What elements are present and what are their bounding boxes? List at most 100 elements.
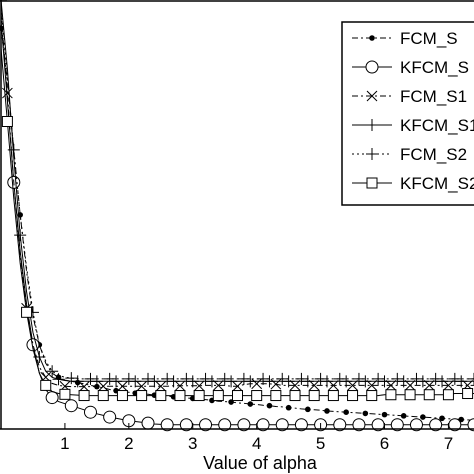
data-point — [416, 375, 429, 388]
data-point — [320, 375, 333, 388]
data-point — [136, 380, 147, 392]
data-point — [46, 365, 59, 378]
data-point — [26, 338, 40, 352]
data-point — [59, 388, 71, 400]
legend-marker — [366, 119, 378, 131]
data-point — [174, 380, 186, 392]
x-tick-label: 2 — [124, 434, 133, 453]
data-point — [372, 372, 385, 385]
data-point — [366, 380, 378, 391]
data-point — [410, 372, 423, 385]
data-point — [83, 405, 97, 419]
data-point — [295, 372, 308, 385]
data-point — [129, 375, 142, 388]
data-point — [455, 375, 468, 388]
data-point — [328, 380, 339, 391]
data-point — [343, 409, 349, 415]
data-point — [352, 372, 365, 385]
data-point — [78, 381, 90, 392]
x-axis-label: Value of alpha — [203, 453, 318, 473]
data-point — [90, 375, 103, 388]
data-point — [270, 390, 282, 402]
data-point — [289, 380, 301, 391]
data-point — [347, 380, 358, 391]
data-point — [110, 375, 123, 388]
data-point — [257, 372, 270, 385]
data-point — [97, 380, 109, 392]
data-point — [400, 413, 407, 419]
data-point — [362, 410, 369, 417]
legend-label: FCM_S1 — [400, 87, 467, 106]
plot-axes — [0, 0, 474, 430]
legend-label: FCM_S2 — [400, 145, 467, 164]
data-point — [423, 389, 435, 401]
legend-entry: KFCM_S1 — [352, 116, 474, 135]
x-tick-label: 3 — [188, 434, 197, 453]
data-point — [155, 380, 167, 392]
data-point — [218, 418, 232, 432]
data-point — [308, 390, 320, 402]
legend-entry: FCM_S1 — [352, 87, 467, 106]
data-point — [2, 87, 13, 99]
data-point — [65, 372, 78, 385]
data-point — [397, 375, 410, 388]
data-point — [282, 375, 295, 388]
data-point — [404, 380, 416, 391]
legend-box — [341, 21, 474, 206]
data-point — [305, 406, 311, 413]
data-point — [385, 389, 397, 401]
x-tick-label: 6 — [380, 434, 389, 453]
data-point — [420, 414, 426, 420]
series-line — [0, 7, 474, 380]
data-point — [324, 408, 330, 414]
data-point — [205, 375, 218, 388]
data-point — [117, 380, 128, 392]
data-point — [174, 390, 186, 402]
data-point — [161, 372, 174, 385]
data-point — [352, 418, 366, 432]
data-point — [84, 372, 97, 385]
data-point — [232, 390, 243, 402]
data-point — [327, 390, 339, 402]
data-point — [193, 390, 205, 402]
legend-marker — [369, 35, 375, 41]
series-kfcm-s1 — [0, 0, 474, 388]
data-point — [225, 375, 238, 388]
data-point — [443, 380, 454, 391]
data-point — [439, 415, 445, 422]
data-point — [294, 418, 308, 432]
legend-label: KFCM_S — [400, 58, 469, 77]
data-point — [333, 372, 346, 385]
series-kfcm-s — [0, 19, 474, 432]
data-point — [266, 402, 273, 409]
data-point — [251, 390, 263, 402]
data-point — [251, 378, 263, 390]
data-point — [141, 416, 155, 430]
data-point — [347, 390, 359, 402]
data-point — [155, 390, 167, 402]
data-point — [276, 372, 289, 385]
legend-marker — [365, 60, 379, 74]
data-point — [423, 380, 435, 391]
data-point — [14, 229, 27, 242]
data-point — [381, 411, 388, 418]
data-point — [97, 390, 109, 402]
data-point — [78, 390, 90, 402]
data-point — [409, 418, 423, 432]
data-point — [21, 306, 33, 318]
series-kfcm-s2 — [0, 48, 474, 402]
x-ticks: 1 2 3 4 5 6 7 — [60, 423, 453, 453]
data-point — [340, 375, 353, 388]
data-point — [359, 375, 372, 388]
legend-marker — [366, 177, 378, 189]
data-point — [314, 372, 327, 385]
data-point — [103, 372, 116, 385]
data-point — [186, 375, 199, 388]
data-point — [404, 389, 416, 401]
data-point — [244, 375, 257, 388]
data-point — [462, 388, 474, 400]
data-point — [285, 404, 292, 411]
data-point — [180, 372, 193, 385]
x-tick-label: 4 — [252, 434, 261, 453]
data-point — [136, 390, 148, 402]
